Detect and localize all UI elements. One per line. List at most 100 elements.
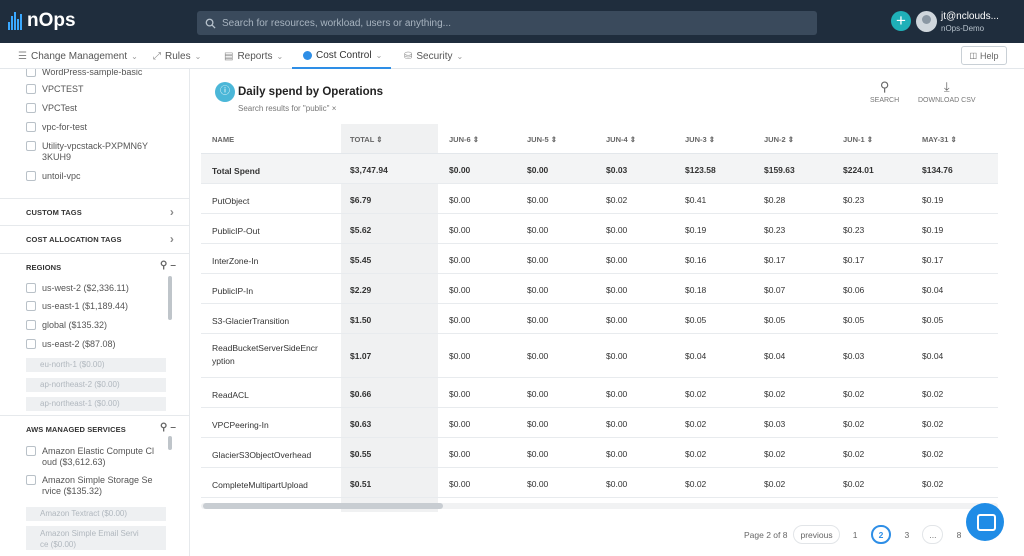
previous-button[interactable]: previous (793, 525, 840, 544)
page-button-current[interactable]: 2 (870, 525, 892, 544)
table-row[interactable]: CompleteMultipartUpload $0.51 $0.00 $0.00 $0… (201, 468, 998, 498)
daily-cost-cell: $0.06 (843, 285, 865, 295)
chat-launcher-icon[interactable] (966, 503, 1004, 541)
vpc-filter-item[interactable]: untoil-vpc (26, 171, 81, 182)
daily-cost-cell: $0.04 (685, 351, 707, 361)
region-filter-item[interactable]: global ($135.32) (26, 320, 107, 331)
checkbox[interactable] (26, 122, 36, 132)
column-header-date[interactable]: JUN-4 ⇕ (606, 135, 636, 144)
filter-label-line2: oud ($3,612.63) (42, 457, 106, 467)
column-header-date[interactable]: JUN-3 ⇕ (685, 135, 715, 144)
vpc-filter-item[interactable]: VPCTEST (26, 84, 84, 95)
search-results-filter[interactable]: Search results for "public" × (238, 104, 337, 113)
horizontal-scrollbar[interactable] (203, 503, 443, 509)
service-filter-item[interactable]: Amazon Simple Storage Se rvice ($135.32) (26, 475, 153, 497)
cost-allocation-tags-section[interactable]: COST ALLOCATION TAGS › (0, 225, 189, 251)
vpc-filter-item[interactable]: vpc-for-test (26, 122, 87, 133)
search-icon (205, 18, 216, 29)
nav-reports[interactable]: ▤ Reports ⌄ (224, 43, 283, 69)
checkbox[interactable] (26, 446, 36, 456)
checkbox[interactable] (26, 69, 36, 77)
column-header-total[interactable]: TOTAL ⇕ (350, 135, 383, 144)
checkbox[interactable] (26, 283, 36, 293)
daily-cost-cell: $0.00 (449, 255, 471, 265)
column-header-date[interactable]: JUN-5 ⇕ (527, 135, 557, 144)
nav-cost-control[interactable]: Cost Control ⌄ (292, 43, 391, 69)
column-header-date[interactable]: JUN-1 ⇕ (843, 135, 873, 144)
daily-cost-cell: $0.00 (527, 285, 549, 295)
table-row[interactable]: GlacierS3ObjectOverhead $0.55 $0.00 $0.00 $0… (201, 438, 998, 468)
nav-label: Reports (237, 50, 273, 62)
column-header-name[interactable]: NAME (212, 135, 235, 144)
column-header-date[interactable]: JUN-6 ⇕ (449, 135, 479, 144)
vpc-filter-item[interactable]: WordPress-sample-basic (26, 69, 142, 78)
page-button[interactable]: 8 (956, 529, 962, 540)
help-button[interactable]: ◫ Help (961, 46, 1007, 65)
chevron-right-icon: › (169, 205, 174, 219)
vpc-filter-item[interactable]: VPCTest (26, 103, 77, 114)
custom-tags-section[interactable]: CUSTOM TAGS › (0, 198, 189, 224)
page-button[interactable]: 1 (852, 529, 858, 540)
column-label: JUN-1 (843, 135, 865, 144)
nav-change-management[interactable]: ☰ Change Management ⌄ (18, 43, 138, 69)
sort-icon: ⇕ (950, 135, 957, 144)
table-row[interactable]: S3-GlacierTransition $1.50 $0.00 $0.00 $0.00… (201, 304, 998, 334)
checkbox[interactable] (26, 103, 36, 113)
global-search-input[interactable]: Search for resources, workload, users or… (197, 11, 817, 35)
region-filter-item-disabled: ap-northeast-2 ($0.00) (26, 378, 166, 392)
daily-cost-cell: $0.02 (764, 479, 786, 489)
table-row[interactable]: ReadBucketServerSideEncr yption $1.07 $0.00… (201, 334, 998, 378)
daily-cost-cell: $0.19 (922, 225, 944, 235)
nav-security[interactable]: ⛁ Security ⌄ (404, 43, 463, 69)
checkbox[interactable] (26, 141, 36, 151)
services-scrollbar[interactable] (168, 436, 172, 450)
search-button[interactable]: ⚲ SEARCH (870, 79, 899, 104)
nav-label: Security (416, 50, 453, 62)
nav-rules[interactable]: ⤢ Rules ⌄ (153, 43, 201, 69)
table-row[interactable]: PutObject $6.79 $0.00 $0.00 $0.02 $0.41 $0.28 $… (201, 184, 998, 214)
operation-name: S3-GlacierTransition (212, 315, 289, 328)
page-button[interactable]: 3 (904, 529, 910, 540)
download-csv-button[interactable]: ⤓ DOWNLOAD CSV (918, 79, 976, 104)
sort-icon: ⇕ (472, 135, 480, 144)
column-header-date[interactable]: MAY-31 ⇕ (922, 135, 957, 144)
sort-icon: ⇕ (708, 135, 716, 144)
table-row[interactable]: PublicIP-Out $5.62 $0.00 $0.00 $0.00 $0.19 $0.… (201, 214, 998, 244)
vpc-filter-item[interactable]: Utility-vpcstack-PXPMN6Y 3KUH9 (26, 141, 148, 163)
sort-icon: ⇕ (866, 135, 874, 144)
region-filter-item[interactable]: us-west-2 ($2,336.11) (26, 283, 129, 294)
search-icon[interactable]: ⚲ – (160, 260, 176, 271)
logo[interactable]: nOps (8, 10, 76, 32)
user-org: nOps-Demo (941, 24, 985, 33)
checkbox[interactable] (26, 320, 36, 330)
table-row-total[interactable]: Total Spend $3,747.94 $0.00 $0.00 $0.03 $123.… (201, 154, 998, 184)
table-row[interactable]: PublicIP-In $2.29 $0.00 $0.00 $0.00 $0.18 $0.0… (201, 274, 998, 304)
checkbox[interactable] (26, 339, 36, 349)
search-icon[interactable]: ⚲ – (160, 422, 176, 433)
daily-cost-cell: $0.00 (449, 419, 471, 429)
add-button[interactable]: + (891, 11, 911, 31)
checkbox[interactable] (26, 84, 36, 94)
service-filter-item-disabled: Amazon Textract ($0.00) (26, 507, 166, 521)
help-icon: ◫ (969, 51, 978, 60)
daily-cost-cell: $0.00 (527, 165, 549, 175)
column-label: JUN-4 (606, 135, 628, 144)
page-status: Page 2 of 8 (744, 529, 788, 540)
service-filter-item[interactable]: Amazon Elastic Compute Cl oud ($3,612.63) (26, 446, 154, 468)
table-row[interactable]: ReadACL $0.66 $0.00 $0.00 $0.00 $0.02 $0.02 $0.… (201, 378, 998, 408)
daily-cost-cell: $0.23 (843, 195, 865, 205)
avatar[interactable] (916, 11, 937, 32)
region-filter-item[interactable]: us-east-1 ($1,189.44) (26, 301, 128, 312)
region-filter-item[interactable]: us-east-2 ($87.08) (26, 339, 116, 350)
filter-sidebar: WordPress-sample-basic VPCTEST VPCTest v… (0, 69, 190, 556)
regions-scrollbar[interactable] (168, 276, 172, 320)
user-menu[interactable]: jt@nclouds... nOps-Demo (941, 11, 999, 35)
column-header-date[interactable]: JUN-2 ⇕ (764, 135, 794, 144)
checkbox[interactable] (26, 475, 36, 485)
table-row[interactable]: VPCPeering-In $0.63 $0.00 $0.00 $0.00 $0.02 $0… (201, 408, 998, 438)
checkbox[interactable] (26, 171, 36, 181)
checkbox[interactable] (26, 301, 36, 311)
page-ellipsis: ... (922, 525, 944, 544)
table-row[interactable]: InterZone-In $5.45 $0.00 $0.00 $0.00 $0.16 $0.… (201, 244, 998, 274)
daily-cost-cell: $0.04 (922, 285, 944, 295)
